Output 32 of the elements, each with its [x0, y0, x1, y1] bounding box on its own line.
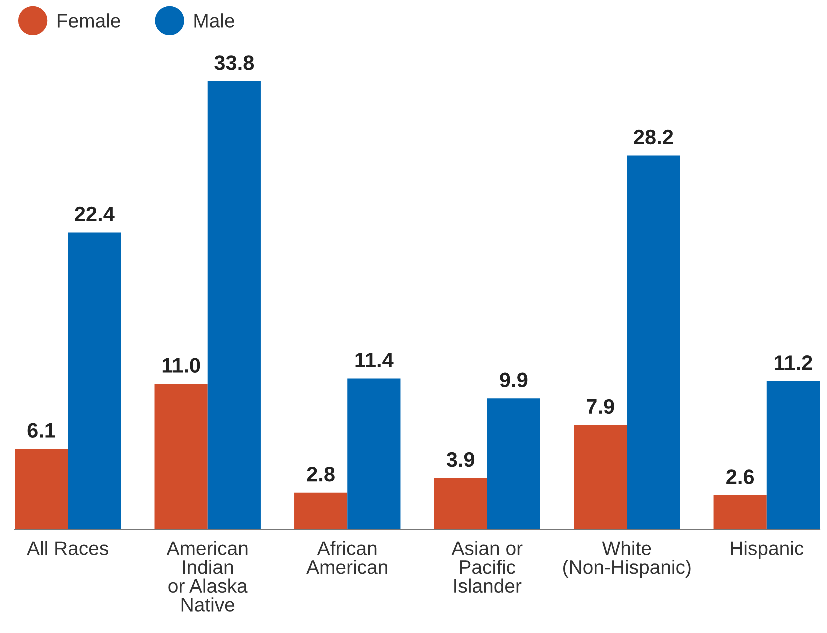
- data-label: 11.0: [162, 358, 200, 373]
- data-label: 11.2: [775, 356, 812, 370]
- x-tick-label: Hispanic: [731, 541, 804, 560]
- data-label: 2.6: [726, 470, 754, 484]
- bar: [15, 449, 68, 530]
- bar: [348, 378, 401, 530]
- bar: [68, 232, 122, 530]
- x-tick-label: All Races: [27, 541, 108, 556]
- bar: [208, 81, 261, 530]
- legend-label: Female: [58, 14, 120, 28]
- bar: [766, 381, 820, 530]
- data-label: 9.9: [500, 372, 528, 388]
- x-tick-label: American Indian or Alaska Native: [166, 541, 248, 612]
- x-tick-label: Asian or Pacific Islander: [452, 541, 523, 594]
- data-label: 22.4: [75, 206, 115, 222]
- data-label: 33.8: [214, 56, 254, 70]
- bar: [294, 492, 348, 530]
- bar: [627, 156, 680, 530]
- bar: [714, 495, 767, 530]
- bar: [154, 384, 208, 530]
- data-label: 3.9: [446, 452, 475, 468]
- bar: [487, 398, 540, 530]
- data-label: 11.4: [356, 353, 394, 368]
- data-label: 2.8: [307, 467, 335, 482]
- data-label: 28.2: [634, 130, 674, 145]
- legend-label: Male: [194, 14, 234, 28]
- x-tick-label: White (Non-Hispanic): [564, 541, 691, 578]
- bar: [434, 478, 488, 530]
- data-label: 6.1: [28, 423, 56, 438]
- data-label: 7.9: [587, 399, 614, 414]
- bar: [574, 425, 628, 530]
- x-tick-label: African American: [306, 541, 388, 574]
